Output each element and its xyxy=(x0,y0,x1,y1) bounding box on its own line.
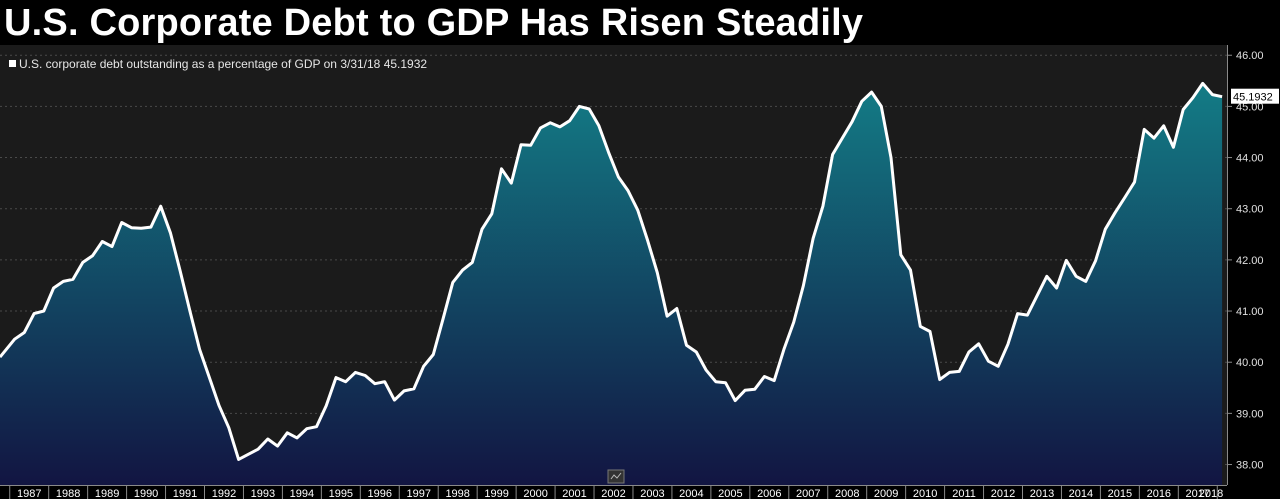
x-tick-label: 1993 xyxy=(251,488,275,499)
x-axis: 1987 1988 1989 1990 1991 1992 1993 1994 1995 1996… xyxy=(9,485,1223,499)
legend-text: U.S. corporate debt outstanding as a per… xyxy=(19,57,427,71)
x-tick-label: 2012 xyxy=(991,488,1015,499)
area-fill xyxy=(0,83,1223,486)
x-tick-label: 1995 xyxy=(329,488,353,499)
last-value-badge: 45.1932 xyxy=(1231,88,1279,104)
x-tick-label: 1987 xyxy=(17,488,41,499)
x-tick-label: 2001 xyxy=(562,488,586,499)
x-tick-label: 2006 xyxy=(757,488,781,499)
y-tick-label: 45.00 xyxy=(1236,101,1264,113)
x-tick-label: 2004 xyxy=(679,488,703,499)
x-tick-label: 1990 xyxy=(134,488,158,499)
x-tick-label: 1998 xyxy=(445,488,469,499)
y-tick-label: 43.00 xyxy=(1236,204,1264,216)
x-tick-label: 2015 xyxy=(1108,488,1132,499)
x-tick-label: 2008 xyxy=(835,488,859,499)
xaxis-band xyxy=(0,485,1227,499)
x-tick-label: 2002 xyxy=(601,488,625,499)
x-tick-label: 2000 xyxy=(523,488,547,499)
y-tick-label: 42.00 xyxy=(1236,255,1264,267)
series-line xyxy=(0,81,1223,461)
chart: U.S. corporate debt outstanding as a per… xyxy=(0,45,1279,499)
x-tick-label: 1991 xyxy=(173,488,197,499)
y-tick-label: 40.00 xyxy=(1236,357,1264,369)
y-tick-label: 44.00 xyxy=(1236,153,1264,165)
x-tick-label: 2013 xyxy=(1030,488,1054,499)
x-tick-label: 1988 xyxy=(56,488,80,499)
x-tick-label: 2011 xyxy=(952,488,976,499)
x-tick-label: 2005 xyxy=(718,488,742,499)
x-tick-label: 2003 xyxy=(640,488,664,499)
x-tick-label: 2007 xyxy=(796,488,820,499)
legend-swatch xyxy=(9,60,16,67)
x-tick-label: 2010 xyxy=(913,488,937,499)
last-value-label: 45.1932 xyxy=(1233,92,1273,104)
x-tick-label: 2009 xyxy=(874,488,898,499)
x-tick-label: 1997 xyxy=(406,488,430,499)
chart-title: U.S. Corporate Debt to GDP Has Risen Ste… xyxy=(4,2,864,44)
x-tick-label: 1992 xyxy=(212,488,236,499)
y-axis: 38.00 39.00 40.00 41.00 42.00 43.00 44.00 45.00… xyxy=(1227,50,1264,472)
x-tick-label: 1999 xyxy=(484,488,508,499)
y-tick-label: 38.00 xyxy=(1236,460,1264,472)
x-tick-label: 2014 xyxy=(1069,488,1093,499)
y-tick-label: 46.00 xyxy=(1236,50,1264,62)
x-tick-label: 2017 xyxy=(1186,488,1210,499)
chart-type-icon[interactable] xyxy=(607,469,625,484)
x-tick-label: 2016 xyxy=(1147,488,1171,499)
x-tick-label: 1996 xyxy=(368,488,392,499)
x-tick-label: 1994 xyxy=(290,488,314,499)
x-tick-label: 2018 xyxy=(1199,488,1223,499)
y-tick-label: 39.00 xyxy=(1236,408,1264,420)
y-tick-label: 41.00 xyxy=(1236,306,1264,318)
x-tick-label: 1989 xyxy=(95,488,119,499)
